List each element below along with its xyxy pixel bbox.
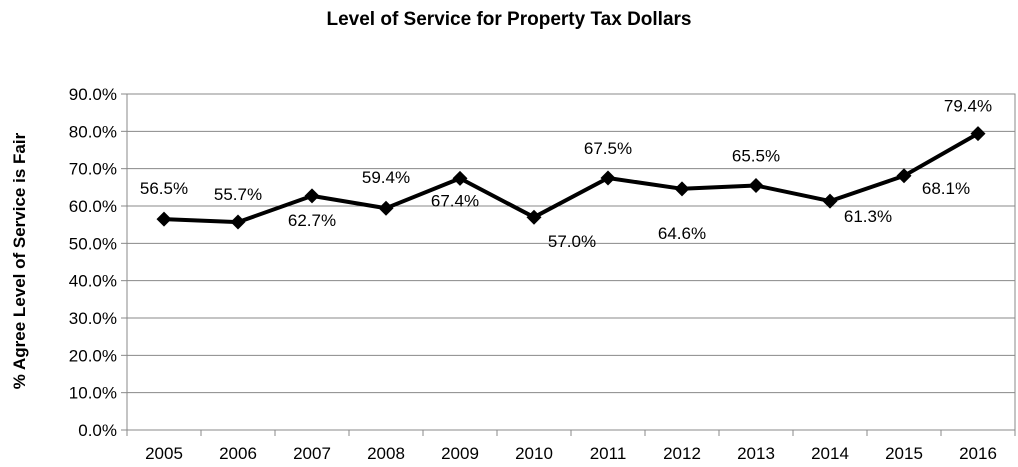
- data-labels: 56.5% 55.7% 62.7% 59.4% 67.4% 57.0% 67.5% 64.6%…: [140, 97, 992, 252]
- data-point: [674, 181, 690, 197]
- y-tick-label: 0.0%: [78, 421, 117, 440]
- y-tick-label: 30.0%: [69, 309, 117, 328]
- data-label: 65.5%: [732, 146, 780, 165]
- data-label: 56.5%: [140, 179, 188, 198]
- y-tick-label: 50.0%: [69, 234, 117, 253]
- y-tick-label: 40.0%: [69, 272, 117, 291]
- x-tick-label: 2008: [367, 444, 405, 463]
- data-point: [378, 200, 394, 216]
- data-point: [970, 126, 986, 142]
- x-tick-label: 2011: [590, 444, 627, 463]
- data-label: 55.7%: [214, 185, 262, 204]
- data-point: [526, 209, 542, 225]
- data-point: [230, 214, 246, 230]
- data-point: [452, 170, 468, 186]
- x-tick-label: 2013: [737, 444, 775, 463]
- data-point: [822, 193, 838, 209]
- x-tick-label: 2005: [145, 444, 183, 463]
- gridlines: [127, 93, 1015, 431]
- data-label: 64.6%: [658, 224, 706, 243]
- data-label: 67.5%: [584, 139, 632, 158]
- chart-title: Level of Service for Property Tax Dollar…: [326, 9, 691, 30]
- plot-area: [126, 93, 1016, 431]
- y-axis-title: % Agree Level of Service is Fair: [10, 132, 29, 389]
- x-tick-label: 2012: [663, 444, 701, 463]
- y-tick-label: 80.0%: [69, 122, 117, 141]
- data-point: [304, 188, 320, 204]
- x-axis: 2005 2006 2007 2008 2009 2010 2011 2012 2013 2014…: [126, 430, 1016, 463]
- data-label: 59.4%: [362, 168, 410, 187]
- x-tick-label: 2006: [219, 444, 257, 463]
- data-point: [896, 168, 912, 184]
- data-label: 67.4%: [431, 191, 479, 210]
- x-tick-label: 2015: [885, 444, 923, 463]
- y-tick-label: 90.0%: [69, 85, 117, 104]
- markers: [156, 126, 986, 230]
- data-point: [748, 177, 764, 193]
- data-point: [600, 170, 616, 186]
- x-tick-label: 2016: [959, 444, 997, 463]
- data-label: 68.1%: [922, 179, 970, 198]
- data-label: 62.7%: [288, 211, 336, 230]
- data-label: 61.3%: [844, 207, 892, 226]
- y-tick-label: 70.0%: [69, 160, 117, 179]
- data-point: [156, 211, 172, 227]
- x-tick-label: 2014: [811, 444, 849, 463]
- x-tick-label: 2009: [441, 444, 479, 463]
- y-tick-label: 10.0%: [69, 384, 117, 403]
- y-tick-label: 60.0%: [69, 197, 117, 216]
- x-tick-label: 2007: [293, 444, 331, 463]
- data-label: 79.4%: [944, 97, 992, 116]
- x-tick-label: 2010: [515, 444, 553, 463]
- series-line: [163, 131, 979, 225]
- y-tick-label: 20.0%: [69, 346, 117, 365]
- data-label: 57.0%: [548, 232, 596, 251]
- y-axis: 0.0% 10.0% 20.0% 30.0% 40.0% 50.0% 60.0% 70.0% 8…: [69, 85, 127, 440]
